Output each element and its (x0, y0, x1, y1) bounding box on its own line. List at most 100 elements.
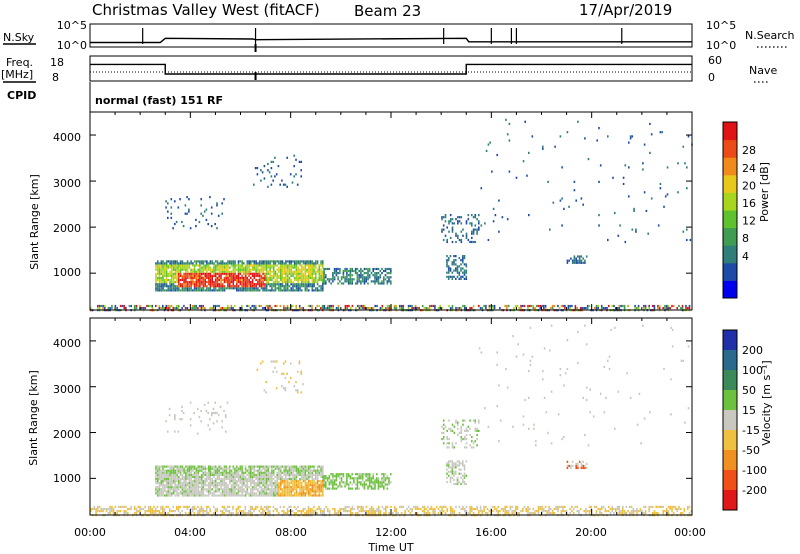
velocity-echo-cell (193, 465, 196, 468)
velocity-echo-cell (253, 486, 256, 489)
velocity-echo-cell (316, 465, 319, 468)
velocity-echo-cell (322, 469, 324, 472)
power-echo-cell (188, 208, 190, 211)
velocity-echo-cell (192, 494, 194, 497)
velocity-echo-cell (158, 488, 161, 491)
power-echo-cell (244, 266, 247, 269)
power-echo-cell (260, 270, 263, 273)
power-echo-cell (283, 276, 285, 279)
power-echo-cell (164, 272, 166, 275)
velocity-echo-cell (258, 473, 261, 476)
power-echo-cell (172, 283, 175, 286)
velocity-echo-cell (157, 473, 159, 476)
power-echo-cell (225, 266, 228, 269)
velocity-ground-cell (314, 510, 317, 513)
power-echo-cell (211, 276, 213, 279)
power-echo-cell (260, 260, 263, 263)
power-echo-cell (293, 262, 296, 265)
velocity-echo-cell (292, 465, 294, 468)
velocity-echo-cell (278, 482, 280, 485)
velocity-echo-cell (308, 471, 310, 474)
power-echo-cell (195, 287, 198, 290)
velocity-echo-cell (322, 494, 324, 497)
power-echo-cell (267, 283, 270, 286)
velocity-echo-cell (160, 482, 163, 485)
velocity-ground-cell (288, 505, 290, 508)
velocity-ground-cell (139, 507, 141, 511)
power-echo-cell (227, 266, 229, 269)
power-panel: 4000 3000 2000 1000 Slant Range [km] 282… (28, 111, 771, 312)
velocity-ground-cell (311, 512, 313, 515)
velocity-echo-cell (496, 405, 498, 408)
velocity-echo-cell (244, 477, 247, 481)
velocity-echo-cell (244, 480, 247, 483)
power-ground-cell (418, 307, 420, 310)
power-echo-cell (279, 262, 282, 265)
power-ground-cell (687, 307, 689, 310)
station-title: Christmas Valley West (fitACF) (92, 1, 320, 19)
velocity-echo-cell (315, 492, 317, 495)
velocity-echo-cell (296, 389, 299, 392)
velocity-echo-cell (165, 490, 168, 493)
velocity-echo-cell (302, 477, 305, 481)
power-echo-cell (169, 274, 171, 277)
velocity-echo-cell (279, 471, 282, 474)
power-echo-cell (365, 272, 367, 275)
velocity-echo-cell (232, 477, 235, 481)
velocity-ground-cell (147, 507, 150, 511)
power-echo-cell (487, 238, 490, 242)
power-echo-cell (301, 276, 303, 279)
velocity-ground-cell (244, 507, 247, 511)
power-ground-cell (518, 307, 520, 310)
power-ground-cell (411, 304, 413, 308)
velocity-echo-cell (447, 464, 450, 467)
velocity-echo-cell (223, 465, 226, 468)
velocity-echo-cell (455, 482, 457, 486)
power-echo-cell (339, 269, 341, 273)
power-echo-cell (185, 289, 187, 292)
power-echo-cell (388, 278, 390, 281)
velocity-echo-cell (306, 488, 308, 491)
velocity-echo-cell (292, 484, 294, 487)
power-echo-cell (253, 272, 256, 275)
velocity-echo-cell (478, 347, 481, 350)
power-echo-cell (221, 202, 223, 205)
velocity-echo-cell (186, 494, 189, 497)
velocity-ground-cell (244, 505, 247, 508)
velocity-echo-cell (361, 479, 364, 482)
velocity-echo-cell (264, 482, 266, 485)
velocity-ground-cell (323, 512, 326, 515)
power-echo-cell (271, 287, 273, 290)
power-echo-cell (160, 289, 163, 292)
power-echo-cell (295, 276, 298, 279)
velocity-ground-cell (249, 512, 252, 515)
velocity-echo-cell (185, 475, 187, 478)
velocity-echo-cell (250, 490, 252, 493)
velocity-echo-cell (315, 490, 317, 493)
power-ground-cell (479, 307, 482, 310)
power-echo-cell (255, 283, 257, 286)
velocity-echo-cell (262, 482, 264, 485)
power-echo-cell (308, 272, 310, 275)
power-ground-cell (543, 304, 545, 308)
velocity-echo-cell (264, 473, 266, 476)
velocity-echo-cell (340, 477, 343, 480)
velocity-echo-cell (232, 475, 235, 478)
velocity-echo-cell (344, 485, 346, 488)
power-echo-cell (463, 255, 466, 258)
power-ground-cell (263, 307, 266, 310)
power-ground-cell (381, 304, 384, 308)
power-echo-cell (293, 283, 296, 286)
velocity-echo-cell (209, 467, 212, 470)
power-echo-cell (318, 264, 321, 267)
velocity-echo-cell (213, 490, 215, 493)
power-ground-cell (351, 304, 354, 308)
power-echo-cell (346, 267, 348, 271)
power-echo-cell (315, 274, 317, 277)
velocity-echo-cell (462, 423, 464, 426)
power-ground-cell (499, 307, 501, 310)
power-ground-cell (104, 304, 106, 308)
power-ground-cell (337, 307, 340, 310)
velocity-echo-cell (308, 482, 310, 485)
power-echo-cell (308, 264, 310, 267)
